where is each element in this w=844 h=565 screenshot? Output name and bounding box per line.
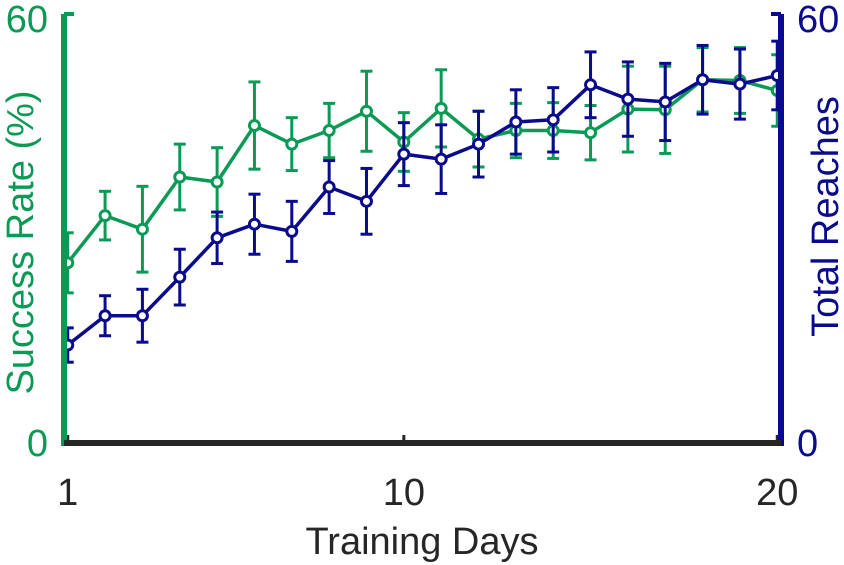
data-point-2-11 [434,152,448,166]
data-point-2-12 [472,137,486,151]
left-y-tick-label-min: 0 [27,423,48,465]
data-point-1-7 [285,137,299,151]
chart-marks [61,12,784,445]
right-y-axis-title: Total Reaches [805,96,844,337]
data-point-2-14 [546,113,560,127]
left-y-axis-title: Success Rate (%) [0,90,42,394]
data-point-1-3 [135,222,149,236]
data-point-2-13 [509,115,523,129]
data-point-2-19 [733,77,747,91]
x-tick-label-10: 10 [383,472,425,514]
data-point-2-6 [247,217,261,231]
data-point-1-9 [359,104,373,118]
data-point-1-15 [584,126,598,140]
data-point-2-9 [359,194,373,208]
data-point-2-18 [696,73,710,87]
series-2 [61,39,784,364]
data-point-1-5 [210,175,224,189]
data-point-1-4 [173,170,187,184]
x-tick-label-1: 1 [57,472,78,514]
data-point-2-4 [173,270,187,284]
data-point-1-8 [322,124,336,138]
data-point-2-3 [135,309,149,323]
data-point-1-6 [247,119,261,133]
axis-ticks [64,12,781,445]
x-axis-title: Training Days [305,521,538,563]
data-point-2-7 [285,224,299,238]
left-y-tick-label-max: 60 [6,0,48,41]
data-point-2-15 [584,78,598,92]
data-point-2-16 [621,92,635,106]
right-y-tick-label-min: 0 [797,423,818,465]
data-point-1-11 [434,101,448,115]
data-point-1-2 [98,209,112,223]
series-1 [61,46,784,295]
data-point-2-5 [210,231,224,245]
x-tick-label-20: 20 [756,472,798,514]
data-point-2-10 [397,147,411,161]
data-point-2-17 [658,95,672,109]
data-point-2-2 [98,309,112,323]
right-y-tick-label-max: 60 [797,0,839,41]
data-point-2-8 [322,180,336,194]
